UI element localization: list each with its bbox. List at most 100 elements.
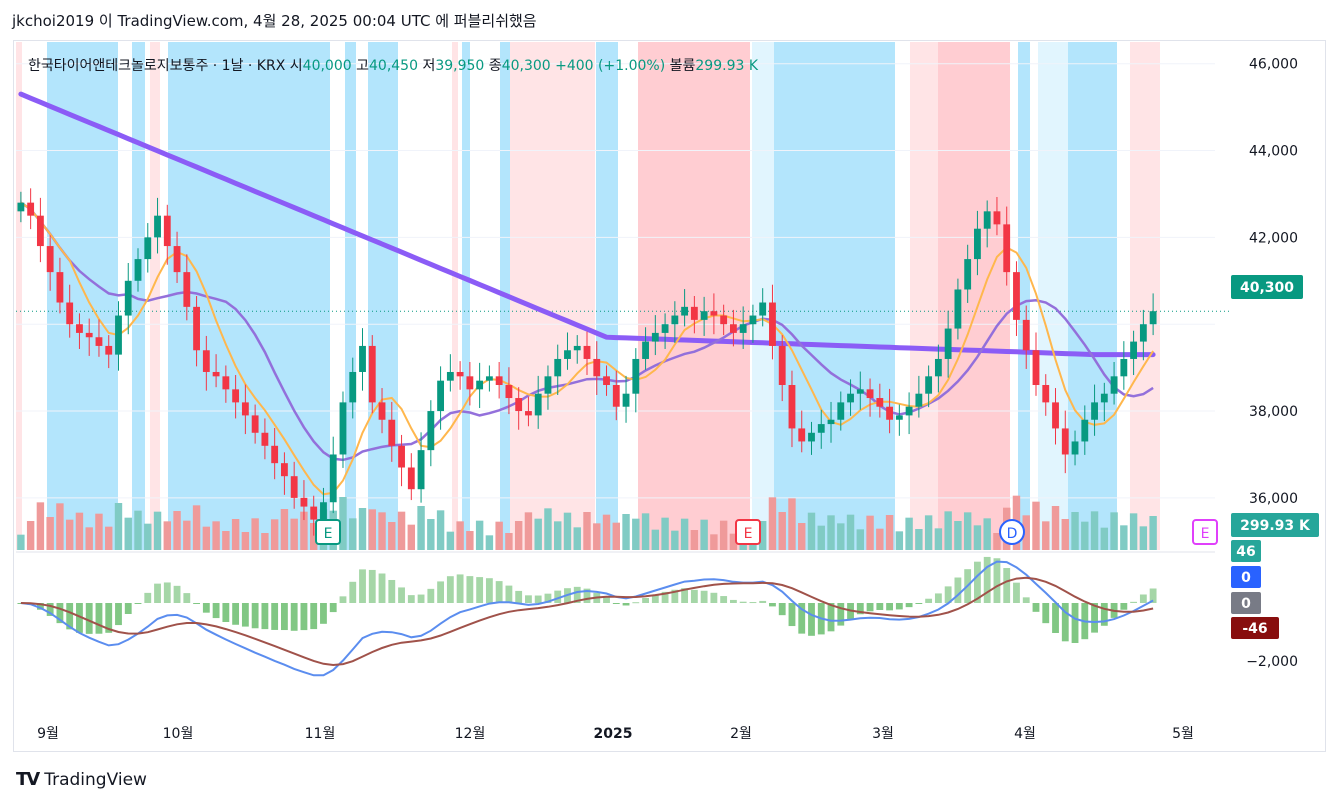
volume-bar (231, 519, 240, 550)
macd-histogram-bar (456, 574, 464, 603)
candle-body (281, 463, 288, 477)
candle-body (222, 376, 230, 390)
volume-bar (261, 533, 269, 550)
volume-bar (866, 515, 874, 550)
volume-bar (222, 531, 230, 550)
candle-body (1052, 402, 1059, 429)
macd-histogram-bar (1052, 603, 1059, 633)
volume-bar (75, 512, 84, 550)
candle-body (866, 389, 874, 399)
candle-body (1042, 385, 1050, 403)
volume-bar (690, 530, 699, 550)
macd-histogram-bar (476, 577, 484, 603)
macd-histogram-bar (778, 603, 786, 616)
candle-body (300, 497, 308, 507)
macd-histogram-bar (993, 558, 1001, 603)
ma-mid-line (20, 201, 1154, 462)
macd-histogram-bar (837, 603, 845, 626)
macd-histogram-bar (690, 589, 698, 603)
macd-histogram-bar (1120, 603, 1128, 610)
candle-body (495, 376, 503, 386)
tradingview-logo-icon: TV (16, 769, 40, 790)
candle-body (954, 289, 962, 329)
volume-bar (856, 529, 865, 550)
candle-body (1130, 341, 1138, 359)
macd-histogram-bar (525, 595, 532, 603)
volume-bar (300, 511, 308, 550)
price-tick-label: 42,000 (1249, 230, 1298, 246)
time-tick-label: 4월 (1014, 726, 1036, 742)
volume-bar (1022, 515, 1030, 550)
macd-histogram-bar (271, 603, 279, 630)
volume-bar (651, 529, 660, 550)
candle-body (202, 350, 210, 372)
volume-bar (593, 523, 601, 550)
earnings-marker (1192, 519, 1218, 545)
candle-body (349, 371, 357, 403)
macd-line (20, 560, 1154, 677)
chart-frame (13, 40, 1326, 752)
macd-histogram-bar (310, 603, 318, 630)
brand-name: TradingView (44, 769, 147, 790)
volume-bar (1090, 511, 1099, 550)
candle-body (534, 393, 542, 416)
time-tick-label: 12월 (455, 726, 486, 742)
candle-body (1003, 224, 1011, 273)
candle-body (466, 376, 474, 390)
candle-body (895, 415, 903, 420)
time-tick-label: 11월 (305, 726, 336, 742)
macd-histogram-bar (329, 603, 337, 613)
macd-histogram-bar (788, 603, 796, 627)
volume-bar (622, 514, 630, 550)
event-marker-label: D (1007, 526, 1018, 542)
volume-bar (144, 523, 152, 550)
candle-body (671, 315, 679, 325)
candle-body (612, 385, 620, 407)
macd-histogram-bar (115, 603, 122, 626)
volume-bar (485, 535, 494, 550)
macd-histogram-bar (827, 603, 835, 632)
session-band (168, 42, 330, 550)
macd-histogram-bar (681, 588, 689, 603)
volume-bar (905, 517, 913, 550)
macd-histogram-bar (798, 603, 806, 634)
macd-tag-label: 0 (1241, 570, 1251, 586)
macd-histogram-bar (241, 603, 249, 627)
macd-tick-label: −2,000 (1246, 654, 1298, 670)
macd-histogram-bar (281, 603, 288, 631)
macd-histogram-bar (398, 587, 405, 603)
macd-histogram-bar (173, 585, 181, 603)
volume-bar (710, 534, 718, 550)
candle-body (632, 358, 640, 394)
macd-histogram-bar (1022, 597, 1030, 603)
candle-body (720, 315, 728, 325)
macd-histogram-bar (505, 585, 513, 603)
candle-body (593, 358, 601, 377)
volume-bar (641, 513, 650, 550)
session-band (16, 42, 22, 550)
candle-body (241, 402, 249, 416)
macd-histogram-bar (349, 581, 357, 603)
session-band (910, 42, 938, 550)
footer-brand[interactable]: TV TradingView (16, 769, 147, 790)
macd-histogram-bar (76, 603, 83, 633)
candle-body (759, 302, 767, 316)
candle-body (876, 398, 884, 407)
volume-bar (163, 521, 171, 550)
candle-body (827, 419, 835, 425)
macd-histogram-bar (1013, 582, 1020, 603)
macd-histogram-bar (144, 592, 152, 603)
volume-bar (388, 522, 396, 550)
macd-histogram-bar (1061, 603, 1069, 642)
volume-bar (65, 519, 74, 550)
macd-histogram-bar (515, 590, 523, 603)
candle-body (749, 315, 757, 325)
candle-body (798, 428, 806, 442)
candle-body (769, 302, 776, 346)
volume-bar (280, 509, 289, 550)
candle-body (398, 445, 405, 468)
candle-body (1139, 324, 1147, 342)
volume-bar (56, 503, 64, 550)
candle-body (974, 228, 981, 260)
